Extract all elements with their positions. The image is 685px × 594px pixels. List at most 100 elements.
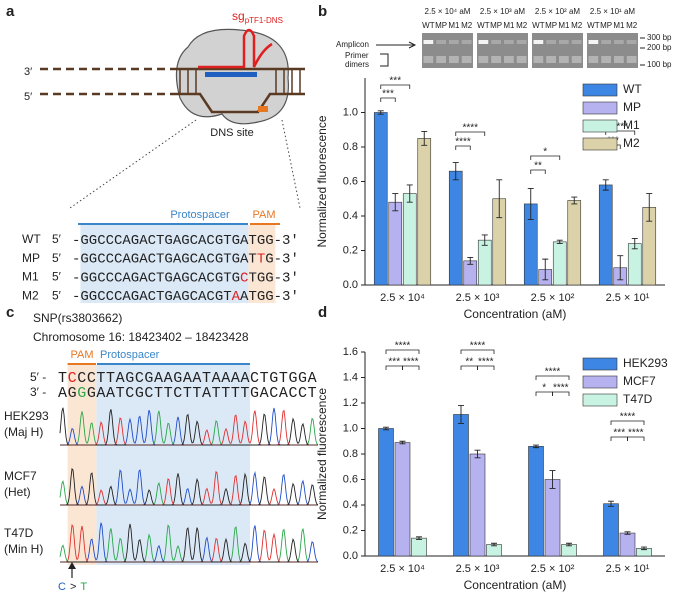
error-bar [474,449,481,459]
significance-bracket [552,391,570,396]
x-tick-label: 2.5 × 10⁴ [380,563,425,575]
sequence-part: ATGG-3′ [240,289,299,305]
pam-shade [248,225,276,303]
gel-band [461,40,472,44]
x-tick-label: 2.5 × 10¹ [606,292,650,304]
snp-sep: > [70,581,76,593]
sequence-part: G [77,385,87,402]
error-bar [458,405,464,424]
significance-label: ** [465,357,473,368]
gel-lane: WT [532,21,545,30]
significance-label: **** [620,412,636,423]
bar [567,200,582,286]
pam-shade [67,365,97,565]
significance-bracket [455,145,471,150]
legend-label: M1 [623,118,640,132]
bar [373,112,388,286]
y-tick-label: 1.4 [343,371,358,383]
y-tick-label: 0.2 [343,524,358,536]
x-axis-title: Concentration (aM) [464,578,567,592]
y-tick-label: 0.6 [343,175,358,187]
bar [411,537,427,557]
error-bar [549,470,556,489]
strand-label: 3′ [24,66,32,78]
strand-label: 5′ [24,91,32,103]
legend-swatch [582,101,618,115]
legend-label: T47D [623,392,653,406]
guide: sg [232,9,245,23]
error-bar [399,440,406,445]
legend-swatch [582,375,618,389]
sequence-part: -GGCCCAGACTGAGCACGTGATGG-3′ [72,233,299,249]
bar [619,532,636,557]
error-bar [491,542,497,547]
significance-bracket [460,349,495,354]
bar [453,414,469,557]
gel-band [588,56,599,63]
x-tick-label: 2.5 × 10³ [456,292,500,304]
snp-label: SNP(rs3803662) [33,311,122,325]
gel-band [559,40,569,44]
y-axis-title: Normalized fluorescence [315,388,329,520]
gel-arrow [376,41,417,49]
y-tick-label: 0.2 [343,244,358,256]
gel-band [478,40,489,44]
sample-name: MCF7 [4,469,37,483]
x-axis-title: Concentration (aM) [464,307,567,321]
y-tick-label: 1.6 [343,346,358,358]
x-tick-label: 2.5 × 10⁴ [380,292,425,304]
gel-band [423,40,434,44]
panel-letter: d [318,304,327,321]
significance-bracket [530,155,561,160]
error-bar [416,536,422,540]
gel-primer: Primer [345,51,369,60]
error-bar [481,234,488,246]
bar [388,201,403,286]
y-axis-title: Normalized fluorescence [315,115,329,247]
sample-name: T47D [4,526,34,540]
legend-label: MCF7 [623,374,656,388]
gel-band [461,56,472,63]
sequence-part: GAATCGCTTCTTATTTTGACACCT [87,385,317,402]
sequence-part: C [240,270,248,286]
sequence: -GGCCCAGACTGAGCACGTAATGG-3′ [72,289,299,305]
bar [627,243,642,286]
significance-label: **** [612,122,628,133]
gel-primer: dimers [345,60,369,69]
bar [544,479,561,557]
gel-band [546,40,556,44]
gel-band [491,40,501,44]
sequence-part: AG [58,385,77,402]
gel-band [559,56,569,63]
significance-label: *** [613,428,625,439]
error-bar [624,531,631,535]
gel-lane: WT [587,21,600,30]
bar [598,184,613,286]
sample-type: (Min H) [4,542,43,556]
snp-change: C > T [58,581,87,593]
gel-lane: M2 [626,21,638,30]
strand-prefix: 3′ - [30,385,46,399]
gel-lane: M2 [516,21,528,30]
significance-bracket [455,131,486,136]
y-tick-label: 1.0 [343,422,358,434]
bar [528,446,544,557]
row-name: WT [22,232,41,246]
sequence-part: T [58,370,68,387]
sequence-part: T [257,251,265,267]
sequence: TCCCTTAGCGAAGAATAAAACTGTGGA [58,370,317,387]
sequence-part: -GGCCCAGACTGAGCACGTGAT [72,251,257,267]
sequence: -GGCCCAGACTGAGCACGTGATTG-3′ [72,251,299,267]
error-bar [383,426,389,431]
bar [469,453,486,557]
error-bar [617,255,624,281]
significance-label: **** [553,383,569,394]
gel-band [449,40,459,44]
gel-lane: WT [477,21,490,30]
significance-label: **** [478,357,494,368]
panel-letter: c [6,304,14,321]
sequence-part: CCTTAGCGAAGAATAAAACTGTGGA [77,370,317,387]
significance-label: **** [470,341,486,352]
gel-band [601,40,611,44]
